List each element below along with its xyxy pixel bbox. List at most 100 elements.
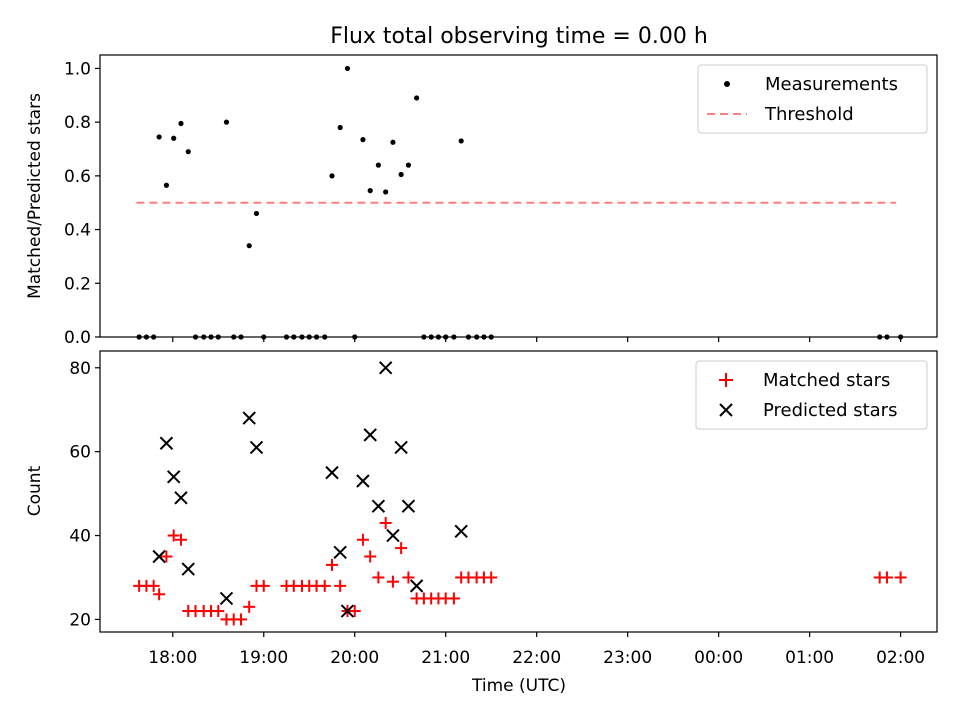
predicted-star-point — [371, 499, 386, 513]
matched-star-point — [174, 533, 187, 546]
matched-star-point — [894, 571, 907, 584]
top-ytick-label: 0.4 — [64, 221, 91, 241]
measurement-point — [877, 334, 883, 340]
measurement-point — [201, 334, 207, 340]
measurement-point — [143, 334, 149, 340]
predicted-star-point — [242, 411, 256, 425]
bottom-legend: Matched stars Predicted stars — [695, 360, 928, 430]
bottom-ytick-label: 80 — [69, 359, 91, 379]
top-legend-box — [697, 64, 928, 134]
measurement-point — [405, 162, 412, 168]
measurement-point — [458, 138, 464, 144]
predicted-star-point — [363, 428, 377, 442]
predicted-star-point — [356, 474, 370, 488]
predicted-star-point — [386, 528, 400, 543]
measurement-point — [253, 210, 260, 217]
measurement-point — [375, 162, 381, 168]
measurement-point — [215, 334, 221, 340]
legend-measurements-label: Measurements — [765, 74, 898, 95]
measurements-legend-marker — [724, 81, 730, 87]
matched-legend-marker — [719, 373, 733, 387]
xtick-label: 23:00 — [603, 648, 652, 668]
measurement-point — [291, 334, 297, 340]
matched-star-point — [334, 579, 347, 592]
xtick-label: 20:00 — [330, 648, 379, 668]
top-ytick-label: 0.8 — [64, 113, 91, 133]
top-legend: Measurements Threshold — [697, 64, 928, 134]
matched-star-point — [235, 613, 248, 626]
predicted-star-point — [181, 562, 195, 576]
measurement-point — [414, 95, 420, 101]
predicted-star-point — [333, 545, 347, 560]
predicted-star-point — [249, 440, 264, 455]
bottom-ytick-label: 40 — [69, 527, 91, 547]
predicted-star-point — [152, 549, 166, 564]
measurement-point — [151, 334, 157, 340]
measurement-point — [428, 334, 434, 340]
measurement-point — [451, 334, 457, 340]
measurement-point — [488, 334, 494, 340]
matched-star-point — [880, 571, 893, 584]
measurement-point — [231, 334, 237, 340]
matched-star-point — [395, 542, 408, 555]
xtick-label: 18:00 — [148, 648, 197, 668]
measurement-points — [136, 65, 904, 340]
bottom-x-ticks: 18:00 19:00 20:00 21:00 22:00 23:00 00:00 01:00… — [148, 632, 925, 668]
predicted-star-point — [394, 440, 408, 455]
top-x-ticks — [172, 337, 902, 342]
measurement-point — [474, 334, 480, 340]
measurement-point — [156, 134, 162, 140]
matched-star-point — [160, 550, 173, 563]
predicted-star-point — [219, 591, 234, 606]
measurement-point — [435, 334, 442, 340]
measurement-point — [481, 334, 487, 340]
measurement-point — [398, 171, 404, 178]
matched-star-point — [212, 605, 225, 618]
matched-star-point — [153, 588, 166, 601]
measurement-point — [208, 334, 214, 340]
predicted-star-point — [378, 361, 393, 375]
legend-threshold-label: Threshold — [764, 104, 854, 125]
predicted-star-point — [340, 604, 355, 618]
predicted-star-point — [401, 499, 416, 513]
measurement-point — [465, 334, 472, 340]
bottom-y-ticks: 20 40 60 80 — [69, 359, 100, 630]
figure-title: Flux total observing time = 0.00 h — [330, 24, 708, 49]
measurement-point — [367, 188, 373, 194]
measurement-point — [185, 149, 191, 155]
matched-star-point — [257, 579, 270, 592]
legend-predicted-label: Predicted stars — [763, 400, 897, 421]
top-ytick-label: 1.0 — [64, 59, 91, 79]
matched-star-point — [402, 571, 415, 584]
measurement-point — [261, 334, 267, 340]
top-axes: 0.0 0.2 0.4 0.6 0.8 1.0 Matched/Predicted sta… — [25, 54, 938, 348]
predicted-star-point — [174, 491, 188, 505]
bottom-axes: 20 40 60 80 18:00 19:00 20:00 21:00 22:00 23:00 0… — [25, 350, 938, 696]
predicted-star-point — [454, 524, 468, 539]
measurement-point — [246, 243, 252, 249]
matched-star-point — [243, 600, 256, 613]
measurement-point — [223, 119, 230, 125]
measurement-point — [383, 189, 389, 195]
top-axes-frame — [99, 54, 938, 338]
measurement-point — [136, 334, 142, 340]
measurement-point — [283, 334, 290, 340]
matched-star-point — [485, 571, 498, 584]
measurement-point — [898, 334, 904, 340]
xtick-label: 19:00 — [239, 648, 288, 668]
matched-star-point — [447, 592, 460, 605]
top-ytick-label: 0.0 — [64, 328, 91, 348]
predicted-stars-points — [152, 361, 468, 618]
measurement-point — [192, 334, 199, 340]
measurement-point — [313, 334, 320, 340]
matched-star-point — [167, 529, 180, 542]
matched-star-point — [147, 579, 160, 592]
bottom-ytick-label: 20 — [69, 610, 91, 630]
measurement-point — [884, 334, 890, 340]
predicted-star-point — [166, 470, 181, 484]
xtick-label: 22:00 — [512, 648, 561, 668]
measurement-point — [322, 334, 328, 340]
matched-star-point — [386, 575, 399, 588]
measurement-point — [163, 182, 170, 188]
